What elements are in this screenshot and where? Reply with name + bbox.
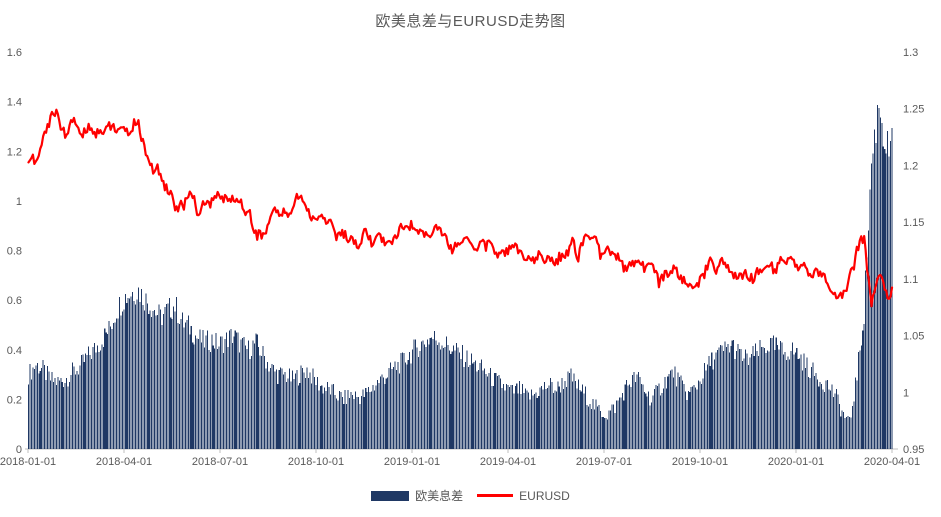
y-right-tick-label: 0.95 [903, 444, 924, 456]
y-left-tick-label: 0.4 [7, 345, 22, 357]
legend-swatch-bar-icon [371, 490, 410, 501]
y-left-tick-label: 1.2 [7, 146, 22, 158]
legend-label-spread: 欧美息差 [415, 489, 464, 503]
y-right-tick-label: 1.3 [903, 47, 918, 59]
y-left-tick-label: 1.6 [7, 47, 22, 59]
y-right-tick-label: 1 [903, 387, 909, 399]
y-right-tick-label: 1.1 [903, 274, 918, 286]
x-tick-label: 2020-01-01 [768, 456, 824, 468]
y-left-tick-label: 0 [16, 444, 22, 456]
x-tick-label: 2018-04-01 [96, 456, 152, 468]
legend-swatch-line-icon [477, 494, 514, 497]
y-right-tick-label: 1.25 [903, 104, 924, 116]
x-tick-label: 2019-04-01 [480, 456, 536, 468]
x-tick-label: 2018-10-01 [288, 456, 344, 468]
eurusd-line [27, 108, 894, 308]
y-right-tick-label: 1.15 [903, 217, 924, 229]
y-axis-left: 0 0.2 0.4 0.6 0.8 1 1.2 1.4 1.6 [7, 47, 22, 456]
x-tick-label: 2018-07-01 [192, 456, 248, 468]
x-axis: 2018-01-01 2018-04-01 2018-07-01 2018-10-01… [0, 448, 920, 468]
legend-label-eurusd: EURUSD [519, 488, 570, 503]
y-left-tick-label: 0.8 [7, 246, 22, 258]
x-tick-label: 2019-07-01 [576, 456, 632, 468]
bars-series-spread [28, 104, 893, 450]
chart-title: 欧美息差与EURUSD走势图 [375, 13, 566, 30]
x-tick-label: 2019-01-01 [384, 456, 440, 468]
y-left-tick-label: 1 [16, 196, 22, 208]
y-axis-right: 0.95 1 1.05 1.1 1.15 1.2 1.25 1.3 [903, 47, 924, 456]
y-left-tick-label: 0.6 [7, 295, 22, 307]
legend-item-eurusd: EURUSD [477, 489, 570, 503]
x-tick-label: 2018-01-01 [0, 456, 56, 468]
y-left-tick-label: 0.2 [7, 394, 22, 406]
legend-item-spread: 欧美息差 [371, 487, 463, 504]
y-right-tick-label: 1.2 [903, 160, 918, 172]
x-tick-label: 2020-04-01 [864, 456, 920, 468]
y-left-tick-label: 1.4 [7, 97, 22, 109]
legend: 欧美息差 EURUSD [0, 487, 941, 504]
y-right-tick-label: 1.05 [903, 331, 924, 343]
x-tick-label: 2019-10-01 [672, 456, 728, 468]
